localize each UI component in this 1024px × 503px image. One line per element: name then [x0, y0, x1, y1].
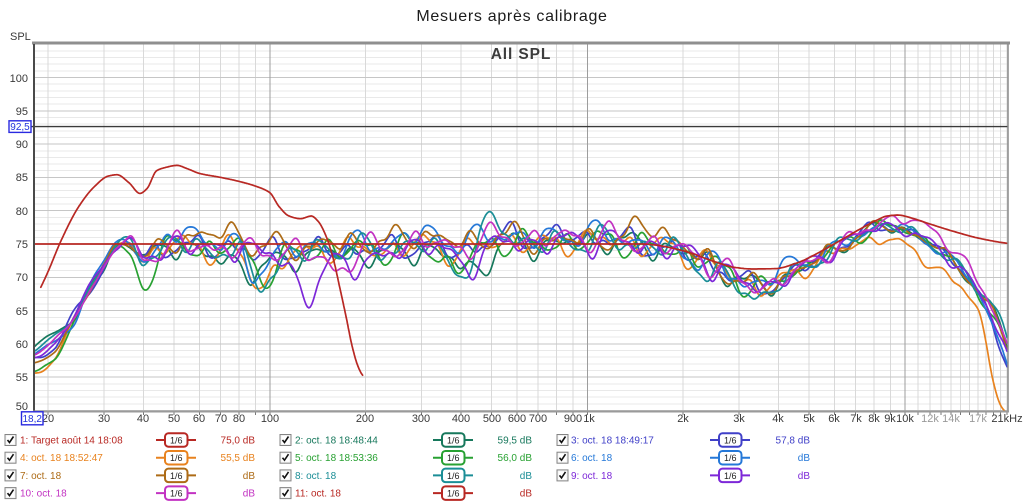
svg-text:50: 50 — [16, 401, 28, 413]
svg-text:1/6: 1/6 — [724, 471, 737, 481]
svg-text:300: 300 — [412, 413, 430, 425]
svg-text:30: 30 — [98, 413, 110, 425]
svg-text:1/6: 1/6 — [170, 471, 183, 481]
svg-text:2k: 2k — [677, 413, 689, 425]
svg-text:dB: dB — [798, 453, 811, 464]
svg-text:55: 55 — [16, 372, 28, 384]
svg-text:dB: dB — [243, 489, 256, 500]
svg-text:1/6: 1/6 — [724, 453, 737, 463]
svg-text:90: 90 — [16, 139, 28, 151]
svg-text:1/6: 1/6 — [170, 453, 183, 463]
svg-text:600: 600 — [508, 413, 526, 425]
svg-text:55,5 dB: 55,5 dB — [221, 453, 256, 464]
svg-text:1/6: 1/6 — [447, 453, 460, 463]
svg-text:92,5: 92,5 — [10, 122, 30, 133]
svg-text:9k: 9k — [884, 413, 896, 425]
svg-text:70: 70 — [215, 413, 227, 425]
svg-text:60: 60 — [16, 339, 28, 351]
svg-text:1: Target août 14 18:08: 1: Target août 14 18:08 — [20, 436, 123, 447]
svg-text:85: 85 — [16, 172, 28, 184]
svg-text:80: 80 — [233, 413, 245, 425]
svg-text:1/6: 1/6 — [170, 489, 183, 499]
svg-text:6: oct. 18: 6: oct. 18 — [571, 453, 613, 464]
svg-text:20: 20 — [42, 413, 54, 425]
svg-text:dB: dB — [520, 471, 533, 482]
svg-text:3: oct. 18 18:49:17: 3: oct. 18 18:49:17 — [571, 436, 654, 447]
svg-text:500: 500 — [483, 413, 501, 425]
svg-text:56,0 dB: 56,0 dB — [498, 453, 533, 464]
svg-text:57,8 dB: 57,8 dB — [776, 436, 811, 447]
svg-text:1/6: 1/6 — [447, 489, 460, 499]
svg-text:8: oct. 18: 8: oct. 18 — [295, 471, 337, 482]
svg-text:7k: 7k — [850, 413, 862, 425]
svg-text:dB: dB — [243, 471, 256, 482]
svg-text:80: 80 — [16, 206, 28, 218]
svg-text:75: 75 — [16, 239, 28, 251]
svg-text:400: 400 — [452, 413, 470, 425]
svg-text:4k: 4k — [772, 413, 784, 425]
svg-text:7: oct. 18: 7: oct. 18 — [20, 471, 62, 482]
svg-text:59,5 dB: 59,5 dB — [498, 436, 533, 447]
svg-text:40: 40 — [137, 413, 149, 425]
svg-text:14k: 14k — [942, 413, 960, 425]
svg-text:95: 95 — [16, 106, 28, 118]
svg-text:11: oct. 18: 11: oct. 18 — [295, 489, 341, 500]
svg-text:10k: 10k — [896, 413, 914, 425]
svg-text:9: oct. 18: 9: oct. 18 — [571, 471, 613, 482]
svg-text:5k: 5k — [803, 413, 815, 425]
svg-text:1/6: 1/6 — [724, 436, 737, 446]
svg-text:All SPL: All SPL — [491, 46, 552, 63]
svg-text:5: oct. 18 18:53:36: 5: oct. 18 18:53:36 — [295, 453, 378, 464]
svg-text:SPL: SPL — [10, 31, 31, 43]
svg-text:50: 50 — [168, 413, 180, 425]
svg-text:65: 65 — [16, 306, 28, 318]
svg-text:200: 200 — [356, 413, 374, 425]
svg-text:100: 100 — [261, 413, 279, 425]
svg-text:75,0 dB: 75,0 dB — [221, 436, 256, 447]
svg-text:60: 60 — [193, 413, 205, 425]
svg-text:1k: 1k — [583, 413, 595, 425]
svg-text:6k: 6k — [828, 413, 840, 425]
svg-text:4: oct. 18 18:52:47: 4: oct. 18 18:52:47 — [20, 453, 103, 464]
svg-text:12k: 12k — [921, 413, 939, 425]
svg-text:70: 70 — [16, 272, 28, 284]
svg-text:10: oct. 18: 10: oct. 18 — [20, 489, 67, 500]
svg-text:8k: 8k — [868, 413, 880, 425]
svg-text:dB: dB — [520, 489, 533, 500]
svg-text:3k: 3k — [733, 413, 745, 425]
svg-text:1/6: 1/6 — [447, 471, 460, 481]
svg-text:1/6: 1/6 — [447, 436, 460, 446]
svg-text:1/6: 1/6 — [170, 436, 183, 446]
svg-text:2: oct. 18 18:48:44: 2: oct. 18 18:48:44 — [295, 436, 378, 447]
svg-text:Mesuers après calibrage: Mesuers après calibrage — [416, 8, 607, 25]
svg-text:900: 900 — [564, 413, 582, 425]
svg-text:17k: 17k — [969, 413, 987, 425]
svg-text:18,2: 18,2 — [22, 414, 42, 425]
svg-text:dB: dB — [798, 471, 811, 482]
svg-text:100: 100 — [10, 73, 28, 85]
svg-text:700: 700 — [529, 413, 547, 425]
svg-text:21kHz: 21kHz — [991, 413, 1022, 425]
